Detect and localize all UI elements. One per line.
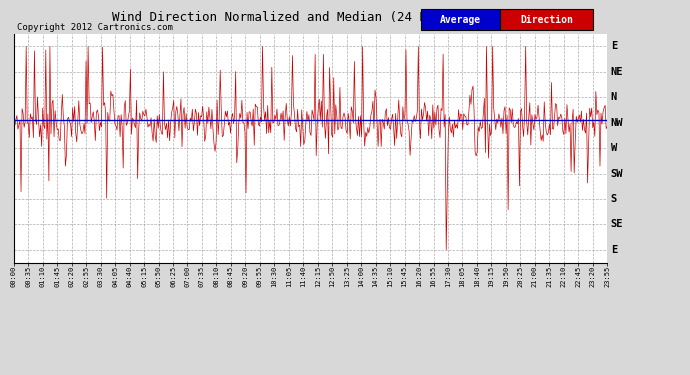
Text: Average: Average [440,15,481,25]
Text: E: E [611,245,617,255]
Text: W: W [611,143,617,153]
Text: Copyright 2012 Cartronics.com: Copyright 2012 Cartronics.com [17,23,173,32]
Text: S: S [611,194,617,204]
Text: N: N [611,92,617,102]
Text: NE: NE [611,67,623,77]
Text: Direction: Direction [520,15,573,25]
Text: Wind Direction Normalized and Median (24 Hours) (New) 20121031: Wind Direction Normalized and Median (24… [112,11,578,24]
Text: SW: SW [611,168,623,178]
Text: E: E [611,42,617,51]
Text: SE: SE [611,219,623,230]
Text: NW: NW [611,118,623,128]
